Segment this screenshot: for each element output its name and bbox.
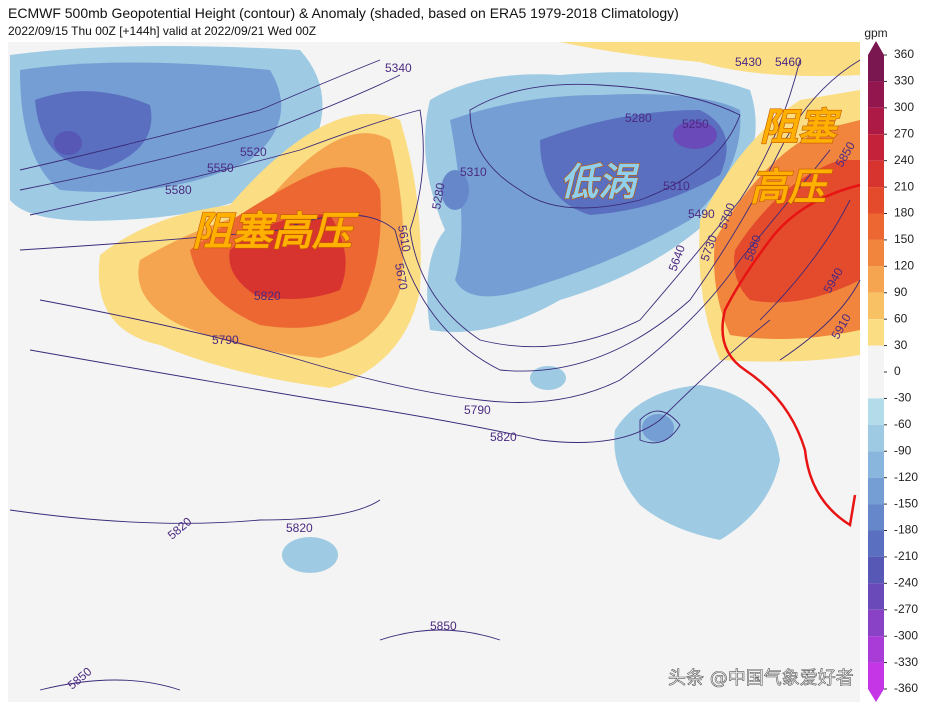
colorbar-band [868,583,884,610]
colorbar-unit: gpm [864,26,887,40]
contours [9,59,861,691]
colorbar-band [868,424,884,452]
contour-label: 5280 [429,181,447,210]
contour-label: 5820 [286,521,313,535]
colorbar-end [868,689,884,702]
colorbar-band [868,239,884,267]
contour-label: 5430 [735,55,762,69]
colorbar-tick-label: 30 [894,338,908,352]
contour-label: 5580 [165,183,192,197]
contour-label: 5850 [430,619,457,633]
colorbar-band [868,636,884,663]
contour-label: 5340 [385,61,412,75]
colorbar-band [868,107,884,135]
annotation: 阻塞高压 [192,209,359,255]
colorbar-band [868,55,884,82]
colorbar-band [868,134,884,161]
colorbar-tick-label: -30 [894,391,912,405]
colorbar-tick-label: 240 [894,153,914,167]
colorbar-tick-label: 150 [894,232,914,246]
contour-label: 5820 [254,289,281,303]
contour-label: 5670 [392,262,410,291]
colorbar-band [868,292,884,320]
colorbar-tick-label: -210 [894,549,918,563]
anomaly-shade [441,170,469,210]
contour-label: 5460 [775,55,802,69]
colorbar-tick-label: -360 [894,681,918,695]
colorbar-band [868,160,884,188]
colorbar-tick-label: 180 [894,206,914,220]
colorbar-band [868,451,884,478]
contour-label: 5610 [395,224,413,253]
colorbar-tick-label: 90 [894,285,908,299]
colorbar-band [868,319,884,346]
anomaly-shade [54,131,82,155]
colorbar-tick-label: -60 [894,417,912,431]
subtitle: 2022/09/15 Thu 00Z [+144h] valid at 2022… [8,24,316,38]
contour-labels: 5340 5430 5460 5520 5550 5580 5280 5310 5250 5280… [65,55,858,692]
colorbar-band [868,345,884,372]
colorbar-tick-label: -270 [894,602,918,616]
colorbar-tick-label: 270 [894,126,914,140]
colorbar-tick-label: -120 [894,470,918,484]
contour-label: 5310 [460,165,487,179]
colorbar-band [868,187,884,214]
title: ECMWF 500mb Geopotential Height (contour… [8,5,679,21]
colorbar-band [868,530,884,557]
colorbar-end [868,41,884,55]
colorbar-band [868,662,884,689]
colorbar-band [868,398,884,425]
annotation: 高压 [750,165,833,209]
colorbar-tick-label: 360 [894,47,914,61]
colorbar-tick-label: 120 [894,259,914,273]
5880-line [721,183,861,528]
colorbar-tick-label: -180 [894,523,918,537]
colorbar-tick-label: 210 [894,179,914,193]
watermark: 头条 @中国气象爱好者 [668,668,854,689]
contour-label: 5520 [240,145,267,159]
colorbar-tick-label: -90 [894,443,912,457]
contour-label: 5280 [625,111,652,125]
contour-label: 5550 [207,161,234,175]
colorbar-band [868,266,884,293]
colorbar-tick-label: 60 [894,311,908,325]
colorbar-band [868,372,884,399]
colorbar-tick-label: -240 [894,576,918,590]
contour-label: 5310 [663,179,690,193]
colorbar-band [868,504,884,531]
colorbar-tick-label: 330 [894,74,914,88]
anomaly-shade [530,366,566,390]
annotation: 低涡 [560,160,640,204]
contour-label: 5820 [490,430,517,444]
colorbar-tick-label: -150 [894,496,918,510]
anomaly-shade [560,42,860,77]
map [8,42,861,702]
contour-label: 5790 [464,403,491,417]
colorbar-tick-label: 0 [894,364,901,378]
anomaly-shade [642,414,674,442]
colorbar-tick-label: 300 [894,100,914,114]
colorbar-band [868,81,884,108]
colorbar-band [868,477,884,505]
colorbar: gpm3603303002702402101801501209060300-30… [864,26,918,702]
colorbar-band [868,609,884,637]
colorbar-tick-label: -330 [894,655,918,669]
colorbar-tick-label: -300 [894,628,918,642]
contour-label: 5490 [688,207,715,221]
contour-label: 5250 [682,117,709,131]
colorbar-band [868,213,884,240]
anomaly-shade [229,214,346,299]
colorbar-band [868,556,884,584]
anomaly-shade [673,121,717,149]
contour-label: 5790 [212,333,239,347]
annotation: 阻塞 [760,105,842,149]
anomaly-shade [282,537,338,573]
